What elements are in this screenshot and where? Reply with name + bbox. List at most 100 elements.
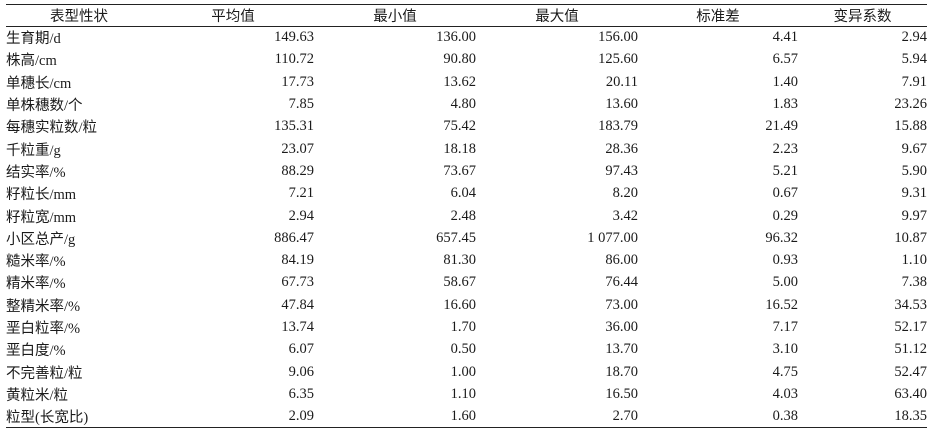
table-row: 千粒重/g 23.07 18.18 28.36 2.23 9.67 (6, 138, 927, 160)
cell-cv: 9.97 (901, 207, 927, 224)
table-row: 单穗长/cm 17.73 13.62 20.11 1.40 7.91 (6, 71, 927, 93)
cell-trait: 籽粒宽/mm (6, 209, 77, 226)
cell-min: 1.00 (450, 363, 476, 380)
table-body: 生育期/d 149.63 136.00 156.00 4.41 2.94 株高/cm 110.… (6, 27, 927, 428)
cell-min: 1.60 (450, 407, 476, 424)
cell-mean: 7.21 (288, 185, 314, 202)
cell-trait: 籽粒长/mm (6, 187, 77, 204)
cell-max: 125.60 (598, 51, 638, 68)
cell-trait: 垩白粒率/% (6, 321, 81, 337)
cell-cv: 63.40 (894, 385, 927, 402)
cell-cv: 7.91 (901, 73, 927, 90)
header-trait: 表型性状 (50, 9, 108, 25)
cell-std-dev: 7.17 (772, 319, 798, 335)
cell-max: 3.42 (612, 207, 638, 224)
cell-min: 657.45 (436, 229, 476, 246)
header-cv: 变异系数 (833, 9, 892, 25)
table-row: 整精米率/% 47.84 16.60 73.00 16.52 34.53 (6, 294, 927, 316)
cell-min: 136.00 (436, 29, 476, 46)
cell-min: 81.30 (443, 252, 476, 269)
cell-trait: 精米率/% (6, 276, 66, 293)
cell-min: 75.42 (443, 118, 476, 135)
cell-std-dev: 5.00 (772, 274, 798, 291)
cell-mean: 135.31 (274, 118, 314, 135)
cell-cv: 34.53 (894, 296, 927, 313)
cell-cv: 7.38 (901, 274, 927, 291)
cell-trait: 单株穗数/个 (6, 98, 83, 115)
header-row: 表型性状 平均值 最小值 最大值 标准差 变异系数 (6, 4, 927, 27)
cell-max: 28.36 (605, 140, 638, 157)
cell-cv: 10.87 (894, 229, 927, 246)
cell-std-dev: 2.23 (772, 140, 798, 157)
cell-cv: 5.94 (901, 51, 927, 68)
cell-min: 1.10 (450, 385, 476, 402)
cell-max: 97.43 (605, 162, 638, 179)
table-row: 籽粒宽/mm 2.94 2.48 3.42 0.29 9.97 (6, 205, 927, 227)
cell-std-dev: 0.67 (772, 185, 798, 202)
cell-trait: 黄粒米/粒 (6, 387, 69, 404)
cell-min: 18.18 (443, 140, 476, 157)
cell-trait: 单穗长/cm (6, 75, 72, 92)
cell-min: 58.67 (443, 274, 476, 291)
cell-max: 18.70 (605, 363, 638, 380)
cell-std-dev: 3.10 (772, 341, 798, 358)
cell-trait: 小区总产/g (6, 231, 76, 248)
cell-min: 90.80 (443, 51, 476, 68)
cell-max: 8.20 (612, 185, 638, 202)
cell-mean: 17.73 (281, 73, 314, 90)
cell-std-dev: 1.40 (772, 73, 798, 90)
cell-std-dev: 4.75 (772, 363, 798, 380)
cell-std-dev: 0.38 (772, 407, 798, 424)
cell-trait: 千粒重/g (6, 142, 61, 159)
table-row: 糙米率/% 84.19 81.30 86.00 0.93 1.10 (6, 249, 927, 271)
cell-std-dev: 0.93 (772, 252, 798, 269)
cell-cv: 23.26 (894, 96, 927, 113)
cell-std-dev: 96.32 (765, 229, 798, 246)
cell-min: 6.04 (450, 185, 476, 202)
cell-std-dev: 21.49 (765, 118, 798, 135)
header-std-dev: 标准差 (696, 9, 740, 25)
cell-max: 73.00 (605, 296, 638, 313)
cell-cv: 18.35 (894, 407, 927, 424)
cell-trait: 生育期/d (6, 31, 61, 48)
table-header: 表型性状 平均值 最小值 最大值 标准差 变异系数 (6, 4, 927, 27)
cell-mean: 9.06 (288, 363, 314, 380)
cell-mean: 6.35 (288, 385, 314, 402)
cell-max: 13.60 (605, 96, 638, 113)
cell-cv: 15.88 (894, 118, 927, 135)
table-row: 每穗实粒数/粒 135.31 75.42 183.79 21.49 15.88 (6, 116, 927, 138)
table-row: 垩白粒率/% 13.74 1.70 36.00 7.17 52.17 (6, 316, 927, 338)
cell-trait: 不完善粒/粒 (6, 365, 83, 382)
cell-trait: 垩白度/% (6, 343, 66, 360)
table-row: 株高/cm 110.72 90.80 125.60 6.57 5.94 (6, 49, 927, 71)
table-row: 生育期/d 149.63 136.00 156.00 4.41 2.94 (6, 27, 927, 49)
cell-std-dev: 1.83 (772, 96, 798, 113)
cell-cv: 5.90 (901, 162, 927, 179)
cell-mean: 6.07 (288, 341, 314, 358)
cell-max: 86.00 (605, 252, 638, 269)
cell-min: 1.70 (450, 319, 476, 335)
cell-max: 1 077.00 (587, 229, 638, 246)
table-row: 粒型(长宽比) 2.09 1.60 2.70 0.38 18.35 (6, 406, 927, 428)
cell-std-dev: 5.21 (772, 162, 798, 179)
table-row: 籽粒长/mm 7.21 6.04 8.20 0.67 9.31 (6, 183, 927, 205)
table-row: 单株穗数/个 7.85 4.80 13.60 1.83 23.26 (6, 93, 927, 115)
cell-mean: 7.85 (288, 96, 314, 113)
header-max: 最大值 (535, 9, 579, 25)
cell-trait: 结实率/% (6, 164, 66, 181)
cell-trait: 整精米率/% (6, 298, 81, 315)
cell-mean: 13.74 (281, 319, 314, 335)
cell-mean: 84.19 (281, 252, 314, 269)
cell-min: 73.67 (443, 162, 476, 179)
cell-min: 13.62 (443, 73, 476, 90)
cell-cv: 52.17 (894, 319, 927, 335)
cell-mean: 67.73 (281, 274, 314, 291)
header-mean: 平均值 (211, 9, 255, 25)
cell-mean: 886.47 (274, 229, 314, 246)
table-row: 不完善粒/粒 9.06 1.00 18.70 4.75 52.47 (6, 361, 927, 383)
cell-min: 16.60 (443, 296, 476, 313)
table-row: 小区总产/g 886.47 657.45 1 077.00 96.32 10.87 (6, 227, 927, 249)
cell-trait: 株高/cm (6, 53, 57, 70)
cell-max: 2.70 (612, 407, 638, 424)
cell-cv: 9.67 (901, 140, 927, 157)
